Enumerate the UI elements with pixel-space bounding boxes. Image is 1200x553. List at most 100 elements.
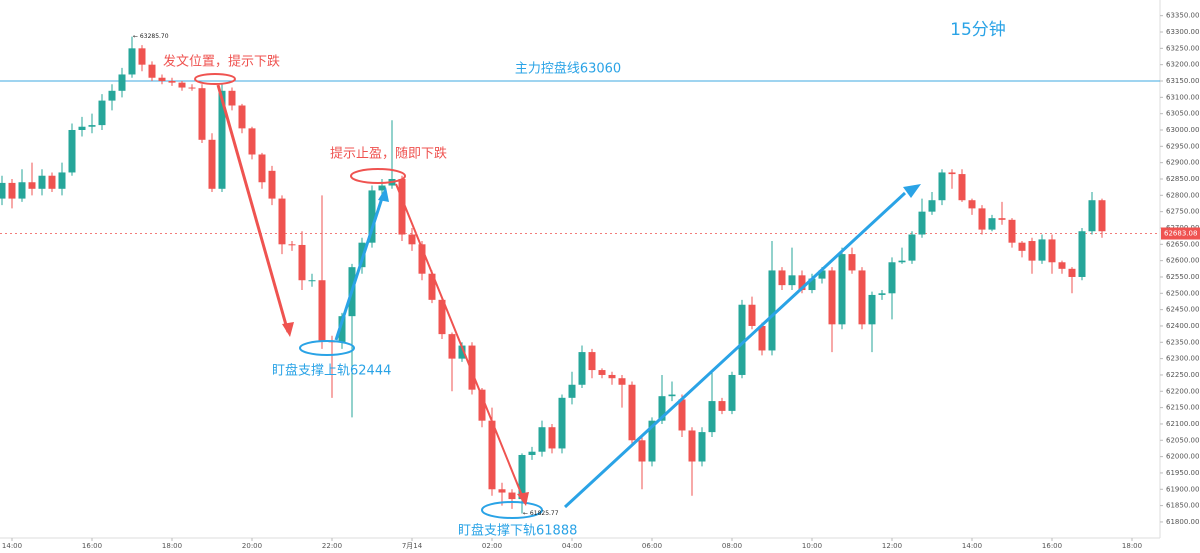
candle-body xyxy=(378,185,386,191)
candle-body xyxy=(1048,239,1056,263)
candle-body xyxy=(578,352,586,385)
y-tick-label: 62400.00 xyxy=(1166,322,1199,330)
candle-body xyxy=(218,90,226,189)
candle-body xyxy=(638,440,646,462)
annotation: 盯盘支撑上轨62444 xyxy=(272,363,391,379)
candle-body xyxy=(178,82,186,88)
candle-body xyxy=(978,208,986,230)
candle-body xyxy=(58,172,66,189)
candle-body xyxy=(948,172,956,175)
candle-body xyxy=(1038,239,1046,261)
candle-body xyxy=(998,218,1006,220)
candle-body xyxy=(468,345,476,390)
x-tick-label: 06:00 xyxy=(642,542,662,550)
candle-body xyxy=(1098,200,1106,232)
candle-body xyxy=(278,198,286,245)
candle-body xyxy=(708,401,716,433)
candle-body xyxy=(828,270,836,325)
candle-body xyxy=(718,401,726,411)
candle-body xyxy=(438,299,446,335)
candle-body xyxy=(308,280,316,282)
candle-body xyxy=(608,374,616,379)
candle-body xyxy=(768,270,776,351)
candle-body xyxy=(198,88,206,140)
candle-body xyxy=(748,304,756,326)
candle-body xyxy=(458,345,466,359)
candle-body xyxy=(98,100,106,126)
y-tick-label: 63300.00 xyxy=(1166,28,1199,36)
candle-body xyxy=(478,389,486,421)
x-tick-label: 10:00 xyxy=(802,542,822,550)
candle-body xyxy=(738,304,746,375)
candle-body xyxy=(48,175,56,189)
arrow xyxy=(216,84,290,333)
max-marker: ← 63285.70 xyxy=(133,33,169,40)
candle-body xyxy=(18,182,26,199)
y-tick-label: 61800.00 xyxy=(1166,518,1199,526)
candle-body xyxy=(238,105,246,129)
candle-body xyxy=(958,174,966,201)
candle-body xyxy=(1068,268,1076,277)
min-marker: ← 61825.77 xyxy=(523,510,559,517)
candle-body xyxy=(728,374,736,411)
ellipse xyxy=(194,73,236,85)
candle-body xyxy=(918,211,926,235)
y-tick-label: 63250.00 xyxy=(1166,44,1199,52)
candle-body xyxy=(568,384,576,398)
candle-body xyxy=(1088,200,1096,232)
y-tick-label: 62500.00 xyxy=(1166,289,1199,297)
candle-body xyxy=(898,260,906,263)
candle-body xyxy=(168,81,176,83)
x-tick-label: 12:00 xyxy=(882,542,902,550)
candle-body xyxy=(398,178,406,235)
annotation: 盯盘支撑下轨61888 xyxy=(458,523,577,539)
y-tick-label: 63100.00 xyxy=(1166,93,1199,101)
candle-body xyxy=(208,139,216,189)
ellipse xyxy=(299,340,355,356)
arrow-head xyxy=(378,187,389,202)
y-tick-label: 62000.00 xyxy=(1166,453,1199,461)
candle-body xyxy=(788,275,796,286)
candle-body xyxy=(598,370,606,375)
candle-body xyxy=(288,244,296,246)
arrow-head xyxy=(903,184,921,198)
y-tick-label: 62300.00 xyxy=(1166,355,1199,363)
x-tick-label: 04:00 xyxy=(562,542,582,550)
candle-body xyxy=(508,492,516,500)
candle-body xyxy=(338,316,346,343)
y-tick-label: 62050.00 xyxy=(1166,436,1199,444)
y-tick-label: 62800.00 xyxy=(1166,191,1199,199)
candle-body xyxy=(878,293,886,295)
y-tick-label: 62150.00 xyxy=(1166,404,1199,412)
candle-body xyxy=(888,262,896,294)
candle-body xyxy=(418,244,426,274)
x-tick-label: 18:00 xyxy=(162,542,182,550)
x-tick-label: 22:00 xyxy=(322,542,342,550)
arrow xyxy=(563,191,907,509)
y-tick-label: 63000.00 xyxy=(1166,126,1199,134)
last-price-tag xyxy=(1161,227,1200,240)
y-tick-label: 62950.00 xyxy=(1166,142,1199,150)
x-tick-label: 08:00 xyxy=(722,542,742,550)
y-tick-label: 62900.00 xyxy=(1166,159,1199,167)
x-tick-label: 18:00 xyxy=(1122,542,1142,550)
candle-body xyxy=(228,90,236,106)
y-tick-label: 63050.00 xyxy=(1166,110,1199,118)
candle-body xyxy=(148,64,156,78)
candle-body xyxy=(408,234,416,245)
candle-body xyxy=(908,234,916,261)
plot xyxy=(0,36,1160,514)
y-tick-label: 63350.00 xyxy=(1166,12,1199,20)
x-tick-label: 20:00 xyxy=(242,542,262,550)
drawings xyxy=(194,73,921,519)
candle-body xyxy=(618,378,626,385)
candle-body xyxy=(588,352,596,371)
candle-body xyxy=(668,394,676,397)
y-tick-label: 62750.00 xyxy=(1166,208,1199,216)
candle-body xyxy=(518,454,526,500)
candle-body xyxy=(538,427,546,452)
y-tick-label: 62450.00 xyxy=(1166,306,1199,314)
y-tick-label: 61850.00 xyxy=(1166,502,1199,510)
candle-body xyxy=(1018,242,1026,251)
arrow xyxy=(334,194,385,341)
